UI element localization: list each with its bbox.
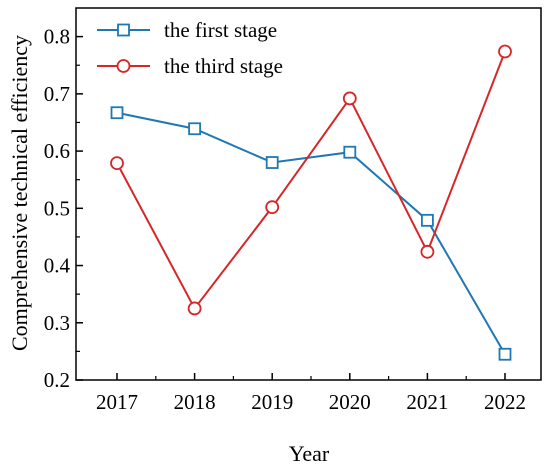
data-point-square <box>420 213 434 227</box>
legend-marker-circle <box>116 59 131 73</box>
y-tick-label: 0.8 <box>44 25 70 49</box>
data-point-circle <box>420 244 435 259</box>
x-tick-label: 2022 <box>484 390 526 414</box>
data-point-square <box>265 156 279 169</box>
legend-marker-square <box>117 23 130 37</box>
series-line-2 <box>116 51 506 311</box>
y-axis-title: Comprehensive technical efficiency <box>7 35 32 351</box>
y-tick-label: 0.3 <box>44 311 70 335</box>
y-tick-label: 0.4 <box>44 254 71 278</box>
x-tick-label: 2019 <box>251 390 293 414</box>
x-tick-label: 2017 <box>96 390 138 414</box>
legend-label-1: the first stage <box>164 18 277 42</box>
data-point-circle <box>265 200 280 215</box>
y-tick-label: 0.2 <box>44 368 70 392</box>
x-tick-label: 2021 <box>406 390 448 414</box>
x-tick-label: 2020 <box>329 390 371 414</box>
data-point-square <box>498 347 512 361</box>
y-tick-label: 0.7 <box>44 82 70 106</box>
data-point-square <box>343 145 357 159</box>
x-axis-title: Year <box>289 441 330 466</box>
y-tick-label: 0.6 <box>44 139 70 163</box>
data-point-circle <box>110 156 124 170</box>
data-point-square <box>110 106 124 120</box>
plot-frame <box>75 7 542 381</box>
series-line-1 <box>116 111 506 355</box>
legend-label-2: the third stage <box>164 54 283 78</box>
x-tick-label: 2018 <box>174 390 216 414</box>
data-point-circle <box>187 301 202 316</box>
data-point-square <box>188 122 202 136</box>
data-point-circle <box>498 44 512 59</box>
data-point-circle <box>342 91 357 106</box>
y-tick-label: 0.5 <box>44 196 70 220</box>
